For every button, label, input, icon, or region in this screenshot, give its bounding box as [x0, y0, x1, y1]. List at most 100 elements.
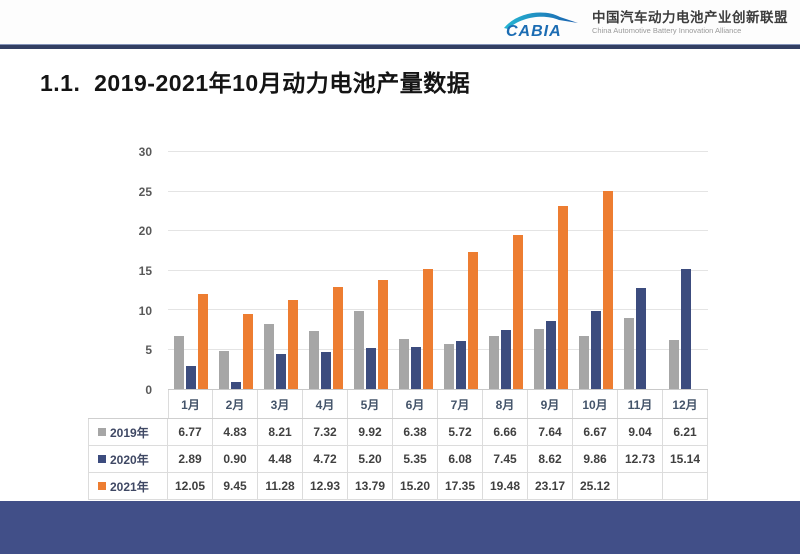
table-value-2019年-5月: 9.92	[348, 419, 393, 446]
table-value-2021年-4月: 12.93	[303, 473, 348, 500]
y-tick-label: 20	[138, 224, 152, 239]
x-label-1月: 1月	[168, 390, 213, 418]
table-value-2020年-11月: 12.73	[618, 446, 663, 473]
bar-2021年-2月	[242, 314, 253, 389]
x-label-3月: 3月	[258, 390, 303, 418]
bar-2019年-11月	[623, 317, 634, 389]
table-value-2021年-5月: 13.79	[348, 473, 393, 500]
y-tick-label: 25	[138, 184, 152, 199]
legend-swatch-2019年	[98, 428, 106, 436]
org-name-en: China Automotive Battery Innovation Alli…	[592, 26, 742, 35]
cabia-logo-icon: CABIA	[504, 12, 578, 40]
bar-group-12月	[663, 152, 708, 389]
table-value-2019年-4月: 7.32	[303, 419, 348, 446]
x-label-9月: 9月	[528, 390, 573, 418]
bar-2021年-6月	[422, 268, 433, 389]
bar-2020年-11月	[635, 288, 646, 389]
x-label-8月: 8月	[483, 390, 528, 418]
table-value-2021年-2月: 9.45	[213, 473, 258, 500]
bar-2019年-5月	[353, 310, 364, 389]
bar-2021年-4月	[332, 286, 343, 389]
footer-band	[0, 501, 800, 554]
bar-2021年-8月	[512, 235, 523, 389]
logo-swoosh-shape	[504, 12, 578, 30]
table-value-2020年-8月: 7.45	[483, 446, 528, 473]
legend-swatch-2021年	[98, 482, 106, 490]
data-table: 2019年 6.77 4.83 8.21 7.32 9.92 6.38 5.72 6.66 7.6…	[88, 418, 708, 500]
bar-group-8月	[483, 152, 528, 389]
table-value-2020年-3月: 4.48	[258, 446, 303, 473]
table-value-2021年-12月	[663, 473, 708, 500]
org-name-zh: 中国汽车动力电池产业创新联盟	[592, 10, 788, 25]
table-value-2019年-8月: 6.66	[483, 419, 528, 446]
legend-2021年: 2021年	[88, 473, 168, 500]
table-value-2019年-2月: 4.83	[213, 419, 258, 446]
bar-2019年-9月	[533, 328, 544, 389]
table-value-2019年-1月: 6.77	[168, 419, 213, 446]
table-value-2020年-5月: 5.20	[348, 446, 393, 473]
bar-2021年-7月	[467, 251, 478, 389]
bar-2021年-9月	[557, 205, 568, 389]
gridline	[168, 269, 708, 271]
bar-2019年-4月	[308, 331, 319, 389]
x-label-2月: 2月	[213, 390, 258, 418]
table-value-2020年-12月: 15.14	[663, 446, 708, 473]
plot-area	[168, 151, 708, 390]
table-value-2020年-9月: 8.62	[528, 446, 573, 473]
bar-group-3月	[258, 152, 303, 389]
legend-label: 2021年	[110, 479, 149, 494]
bar-group-10月	[573, 152, 618, 389]
table-value-2021年-9月: 23.17	[528, 473, 573, 500]
bar-groups	[168, 152, 708, 389]
table-value-2019年-10月: 6.67	[573, 419, 618, 446]
x-label-11月: 11月	[618, 390, 663, 418]
bar-2020年-6月	[410, 346, 421, 389]
gridline	[168, 309, 708, 311]
bar-2020年-10月	[590, 311, 601, 389]
table-value-2019年-6月: 6.38	[393, 419, 438, 446]
legend-2019年: 2019年	[88, 419, 168, 446]
gridline	[168, 190, 708, 192]
bar-group-6月	[393, 152, 438, 389]
bar-group-9月	[528, 152, 573, 389]
table-value-2020年-10月: 9.86	[573, 446, 618, 473]
table-value-2021年-11月	[618, 473, 663, 500]
cabia-logo: CABIA 中国汽车动力电池产业创新联盟 China Automotive Ba…	[500, 6, 788, 40]
battery-production-bar-chart: 0 5 10 15 20 25 30 1月 2月 3月 4月 5月 6月 7月 8月 9月 10月 11月 12月…	[88, 145, 708, 500]
bar-2020年-4月	[320, 351, 331, 389]
bar-group-2月	[213, 152, 258, 389]
x-label-6月: 6月	[393, 390, 438, 418]
header-divider	[0, 44, 800, 49]
table-value-2020年-4月: 4.72	[303, 446, 348, 473]
bar-2021年-10月	[602, 190, 613, 389]
table-value-2021年-6月: 15.20	[393, 473, 438, 500]
table-value-2021年-8月: 19.48	[483, 473, 528, 500]
table-value-2021年-10月: 25.12	[573, 473, 618, 500]
bar-2021年-1月	[197, 293, 208, 389]
bar-2020年-7月	[455, 340, 466, 389]
x-label-5月: 5月	[348, 390, 393, 418]
header: CABIA 中国汽车动力电池产业创新联盟 China Automotive Ba…	[0, 0, 800, 45]
bar-group-11月	[618, 152, 663, 389]
logo-text: CABIA	[506, 23, 562, 40]
x-axis-labels: 1月 2月 3月 4月 5月 6月 7月 8月 9月 10月 11月 12月	[168, 390, 708, 418]
bar-2019年-8月	[488, 336, 499, 389]
gridline	[168, 151, 708, 152]
y-axis: 0 5 10 15 20 25 30	[88, 145, 168, 397]
table-value-2021年-3月: 11.28	[258, 473, 303, 500]
table-value-2021年-7月: 17.35	[438, 473, 483, 500]
table-value-2019年-7月: 5.72	[438, 419, 483, 446]
table-value-2021年-1月: 12.05	[168, 473, 213, 500]
bar-2020年-2月	[230, 381, 241, 389]
bar-2019年-12月	[668, 339, 679, 389]
bar-group-7月	[438, 152, 483, 389]
bar-group-4月	[303, 152, 348, 389]
legend-2020年: 2020年	[88, 446, 168, 473]
x-label-4月: 4月	[303, 390, 348, 418]
y-tick-label: 5	[145, 343, 152, 358]
y-tick-label: 15	[138, 264, 152, 278]
bar-2021年-5月	[377, 280, 388, 389]
bar-2019年-6月	[398, 338, 409, 389]
bar-2019年-2月	[218, 350, 229, 389]
